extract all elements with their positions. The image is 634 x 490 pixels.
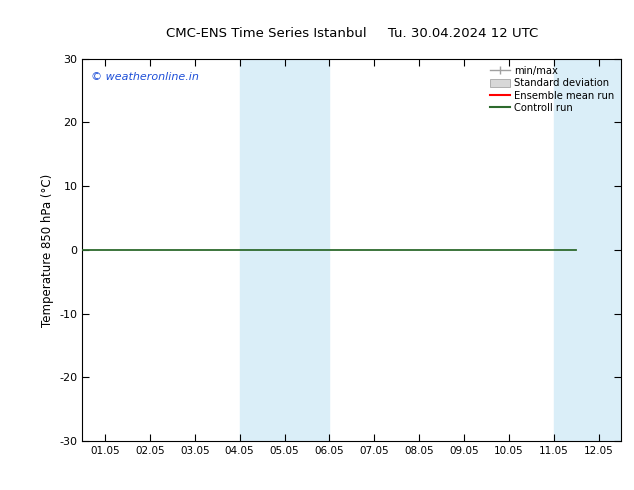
Legend: min/max, Standard deviation, Ensemble mean run, Controll run: min/max, Standard deviation, Ensemble me… [488, 64, 616, 115]
Bar [240, 59, 330, 441]
Y-axis label: Temperature 850 hPa (°C): Temperature 850 hPa (°C) [41, 173, 54, 326]
Bar [554, 59, 634, 441]
Text: CMC-ENS Time Series Istanbul     Tu. 30.04.2024 12 UTC: CMC-ENS Time Series Istanbul Tu. 30.04.2… [165, 27, 538, 40]
Text: © weatheronline.in: © weatheronline.in [91, 72, 198, 82]
